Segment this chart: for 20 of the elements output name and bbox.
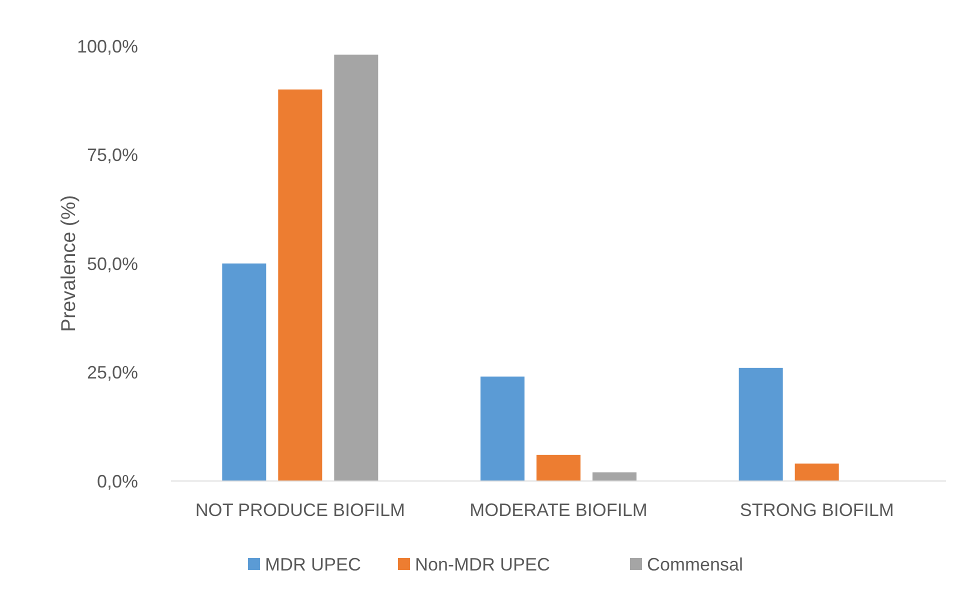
legend-label: Non-MDR UPEC (415, 554, 550, 574)
bar (592, 472, 636, 481)
x-tick-label: NOT PRODUCE BIOFILM (195, 500, 406, 520)
bar (794, 464, 839, 481)
bar (334, 54, 378, 481)
legend-label: Commensal (647, 554, 744, 574)
bar (278, 90, 322, 481)
y-tick-label: 0,0% (96, 471, 138, 492)
y-tick-label: 25,0% (86, 362, 138, 383)
bar (536, 454, 580, 481)
bar (222, 264, 266, 481)
bar (480, 376, 524, 481)
y-axis-title: Prevalence (%) (58, 195, 80, 332)
y-tick-label: 50,0% (86, 254, 138, 274)
bar (738, 368, 783, 481)
y-tick-label: 100,0% (76, 36, 138, 56)
x-tick-label: STRONG BIOFILM (740, 500, 894, 520)
x-tick-label: MODERATE BIOFILM (470, 500, 648, 520)
y-tick-label: 75,0% (86, 145, 138, 166)
legend-label: MDR UPEC (265, 554, 362, 574)
